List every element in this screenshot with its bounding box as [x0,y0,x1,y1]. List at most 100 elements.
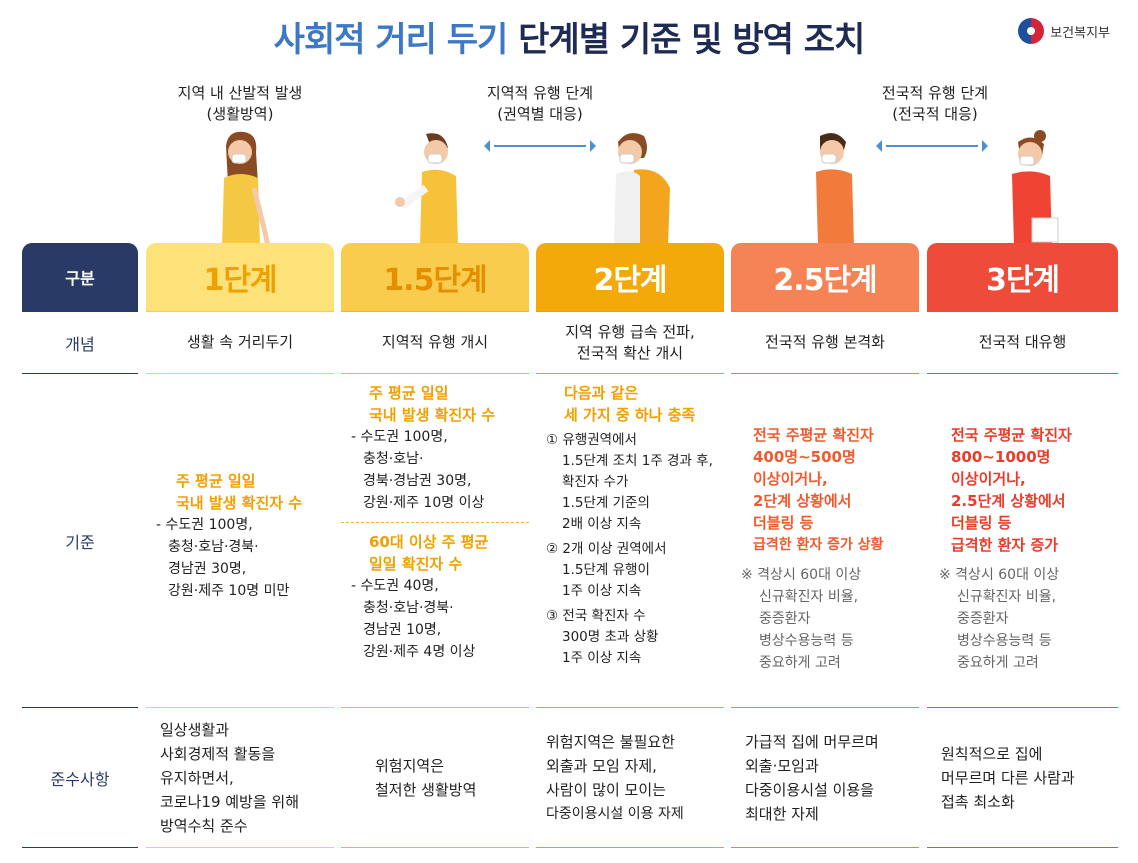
divider [341,522,529,523]
stage-column-2: 2단계 지역 유행 급속 전파, 전국적 확산 개시 다음과 같은 세 가지 중… [536,243,724,848]
stage-concept: 지역 유행 급속 전파, 전국적 확산 개시 [536,311,724,373]
stage-header: 1단계 [146,243,334,311]
stage-criteria: 전국 주평균 확진자 400명~500명 이상이거나, 2단계 상황에서 더블링… [731,373,919,707]
stage-criteria: 주 평균 일일 국내 발생 확진자 수 - 수도권 100명, 충청·호남·경북… [146,373,334,707]
stage-header: 2.5단계 [731,243,919,311]
header-regional-line1: 지역적 유행 단계 [486,84,594,102]
criteria-text: ② 2개 이상 권역에서 [546,541,667,557]
criteria-text: 충청·호남·경북· [168,539,259,555]
criteria-text: 충청·호남· [363,451,424,467]
criteria-highlight: 전국 주평균 확진자 [951,426,1072,444]
criteria-text: 2배 이상 지속 [562,516,642,532]
header-sporadic-line1: 지역 내 산발적 발생 [177,84,303,102]
concept-text: 전국적 확산 개시 [576,343,684,362]
stage-concept: 전국적 유행 본격화 [731,311,919,373]
rules-text: 외출·모임과 [745,756,819,775]
row-label-rules: 준수사항 [22,707,138,848]
rules-text: 다중이용시설 이용을 [745,780,874,799]
row-label-concept: 개념 [22,311,138,373]
rules-text: 사람이 많이 모이는 [546,780,666,799]
row-label-category: 구분 [22,243,138,311]
stage-rules: 원칙적으로 집에 머무르며 다른 사람과 접촉 최소화 [927,707,1118,848]
rules-text: 최대한 자제 [745,804,819,823]
rules-text: 방역수칙 준수 [160,816,248,835]
rules-text: 다중이용시설 이용 자제 [546,805,684,822]
criteria-text: 경남권 30명, [168,561,247,577]
criteria-highlight: 2.5단계 상황에서 [951,492,1066,510]
stage-column-2-5: 2.5단계 전국적 유행 본격화 전국 주평균 확진자 400명~500명 이상… [731,243,919,848]
criteria-highlight: 이상이거나, [753,470,828,488]
criteria-note: 병상수용능력 등 [759,633,854,649]
concept-text: 지역 유행 급속 전파, [565,322,695,341]
criteria-text: 확진자 수가 [562,474,629,490]
criteria-note: 신규확진자 비율, [957,589,1057,605]
ministry-logo: 보건복지부 [1018,18,1110,44]
rules-text: 위험지역은 [375,756,445,775]
stage-column-1: 1단계 생활 속 거리두기 주 평균 일일 국내 발생 확진자 수 - 수도권 … [146,243,334,848]
double-arrow-icon [876,140,988,152]
rules-text: 사회경제적 활동을 [160,744,276,763]
criteria-note: 병상수용능력 등 [957,633,1052,649]
criteria-highlight: 국내 발생 확진자 수 [176,494,303,512]
criteria-note: ※ 격상시 60대 이상 [939,567,1060,583]
taegeuk-icon [1018,18,1045,44]
rules-text: 가급적 집에 머무르며 [745,732,879,751]
criteria-text: - 수도권 100명, [351,429,448,445]
criteria-note: 중요하게 고려 [759,655,841,671]
stage-column-3: 3단계 전국적 대유행 전국 주평균 확진자 800~1000명 이상이거나, … [927,243,1118,848]
page-title: 사회적 거리 두기 단계별 기준 및 방역 조치 [0,12,1138,61]
header-national-line2: (전국적 대응) [892,105,978,123]
criteria-note: ※ 격상시 60대 이상 [741,567,862,583]
person-illustration [395,133,458,246]
rules-text: 위험지역은 불필요한 [546,732,675,751]
criteria-highlight: 국내 발생 확진자 수 [369,406,496,424]
criteria-text: 1.5단계 유행이 [562,562,650,578]
stage-header: 2단계 [536,243,724,311]
criteria-highlight: 800~1000명 [951,448,1051,466]
header-sporadic: 지역 내 산발적 발생 (생활방역) [150,83,330,125]
stage-rules: 위험지역은 철저한 생활방역 [341,707,529,848]
criteria-note: 중요하게 고려 [957,655,1039,671]
criteria-highlight: 2단계 상황에서 [753,492,852,510]
header-regional-line2: (권역별 대응) [497,105,583,123]
rules-text: 철저한 생활방역 [375,780,477,799]
header-sporadic-line2: (생활방역) [206,105,274,123]
criteria-highlight: 주 평균 일일 [176,472,256,490]
rules-text: 접촉 최소화 [941,792,1015,811]
person-illustration [614,133,670,246]
criteria-highlight: 더블링 등 [951,514,1012,532]
criteria-note: 중증환자 [957,611,1009,627]
criteria-text: 강원·제주 10명 미만 [168,583,290,599]
criteria-note: 중증환자 [759,611,811,627]
stage-header: 3단계 [927,243,1118,311]
criteria-text: 300명 초과 상황 [562,629,659,645]
criteria-highlight: 일일 확진자 수 [369,555,463,573]
criteria-text: 1.5단계 기준의 [562,495,650,511]
criteria-text: - 수도권 100명, [156,517,253,533]
stage-rules: 가급적 집에 머무르며 외출·모임과 다중이용시설 이용을 최대한 자제 [731,707,919,848]
stage-rules: 위험지역은 불필요한 외출과 모임 자제, 사람이 많이 모이는 다중이용시설 … [536,707,724,848]
ministry-name: 보건복지부 [1050,25,1110,41]
rules-text: 원칙적으로 집에 [941,744,1043,763]
row-label-criteria: 기준 [22,373,138,707]
criteria-text: 1주 이상 지속 [562,650,642,666]
stage-concept: 생활 속 거리두기 [146,311,334,373]
criteria-text: ① 유행권역에서 [546,432,637,448]
stage-concept: 전국적 대유행 [927,311,1118,373]
stage-criteria: 주 평균 일일 국내 발생 확진자 수 - 수도권 100명, 충청·호남· 경… [341,373,529,707]
criteria-text: 강원·제주 4명 이상 [363,644,476,660]
criteria-highlight: 전국 주평균 확진자 [753,426,874,444]
stage-criteria: 전국 주평균 확진자 800~1000명 이상이거나, 2.5단계 상황에서 더… [927,373,1118,707]
header-national-line1: 전국적 유행 단계 [881,84,989,102]
criteria-highlight: 더블링 등 [753,514,814,532]
rules-text: 유지하면서, [160,768,234,787]
title-part2: 단계별 기준 및 방역 조치 [518,20,865,60]
criteria-text: 경북·경남권 30명, [363,473,472,489]
criteria-text: 1.5단계 조치 1주 경과 후, [562,453,713,469]
criteria-highlight: 이상이거나, [951,470,1026,488]
criteria-highlight: 다음과 같은 [564,384,639,402]
rules-text: 외출과 모임 자제, [546,756,657,775]
person-illustration [816,133,854,246]
rules-text: 코로나19 예방을 위해 [160,792,300,811]
rules-text: 머무르며 다른 사람과 [941,768,1075,787]
